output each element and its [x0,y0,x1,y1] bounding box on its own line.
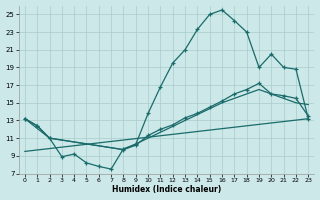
X-axis label: Humidex (Indice chaleur): Humidex (Indice chaleur) [112,185,221,194]
